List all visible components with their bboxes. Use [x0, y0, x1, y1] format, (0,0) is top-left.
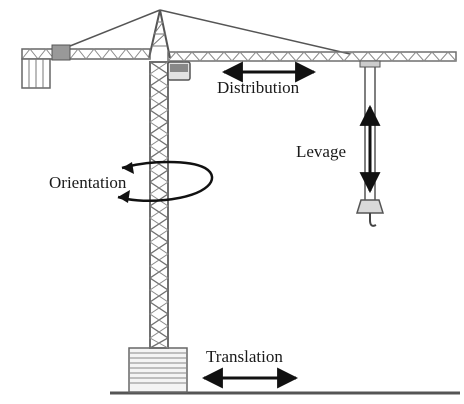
counterweight — [21, 58, 51, 89]
jib-pendant — [159, 9, 351, 55]
counter-jib-pendant — [59, 9, 161, 51]
orientation-arrow — [117, 160, 214, 203]
translation-label: Translation — [206, 347, 283, 366]
distribution-label: Distribution — [217, 78, 300, 97]
jib — [167, 51, 457, 62]
counter-jib — [21, 44, 151, 61]
hook-block — [355, 199, 385, 214]
tower-mast — [148, 61, 170, 349]
orientation-label: Orientation — [49, 173, 127, 192]
operator-cab — [167, 61, 191, 81]
levage-label: Levage — [296, 142, 346, 161]
tower-top — [148, 9, 171, 59]
hook-icon — [369, 213, 377, 227]
base-ballast — [128, 347, 188, 393]
